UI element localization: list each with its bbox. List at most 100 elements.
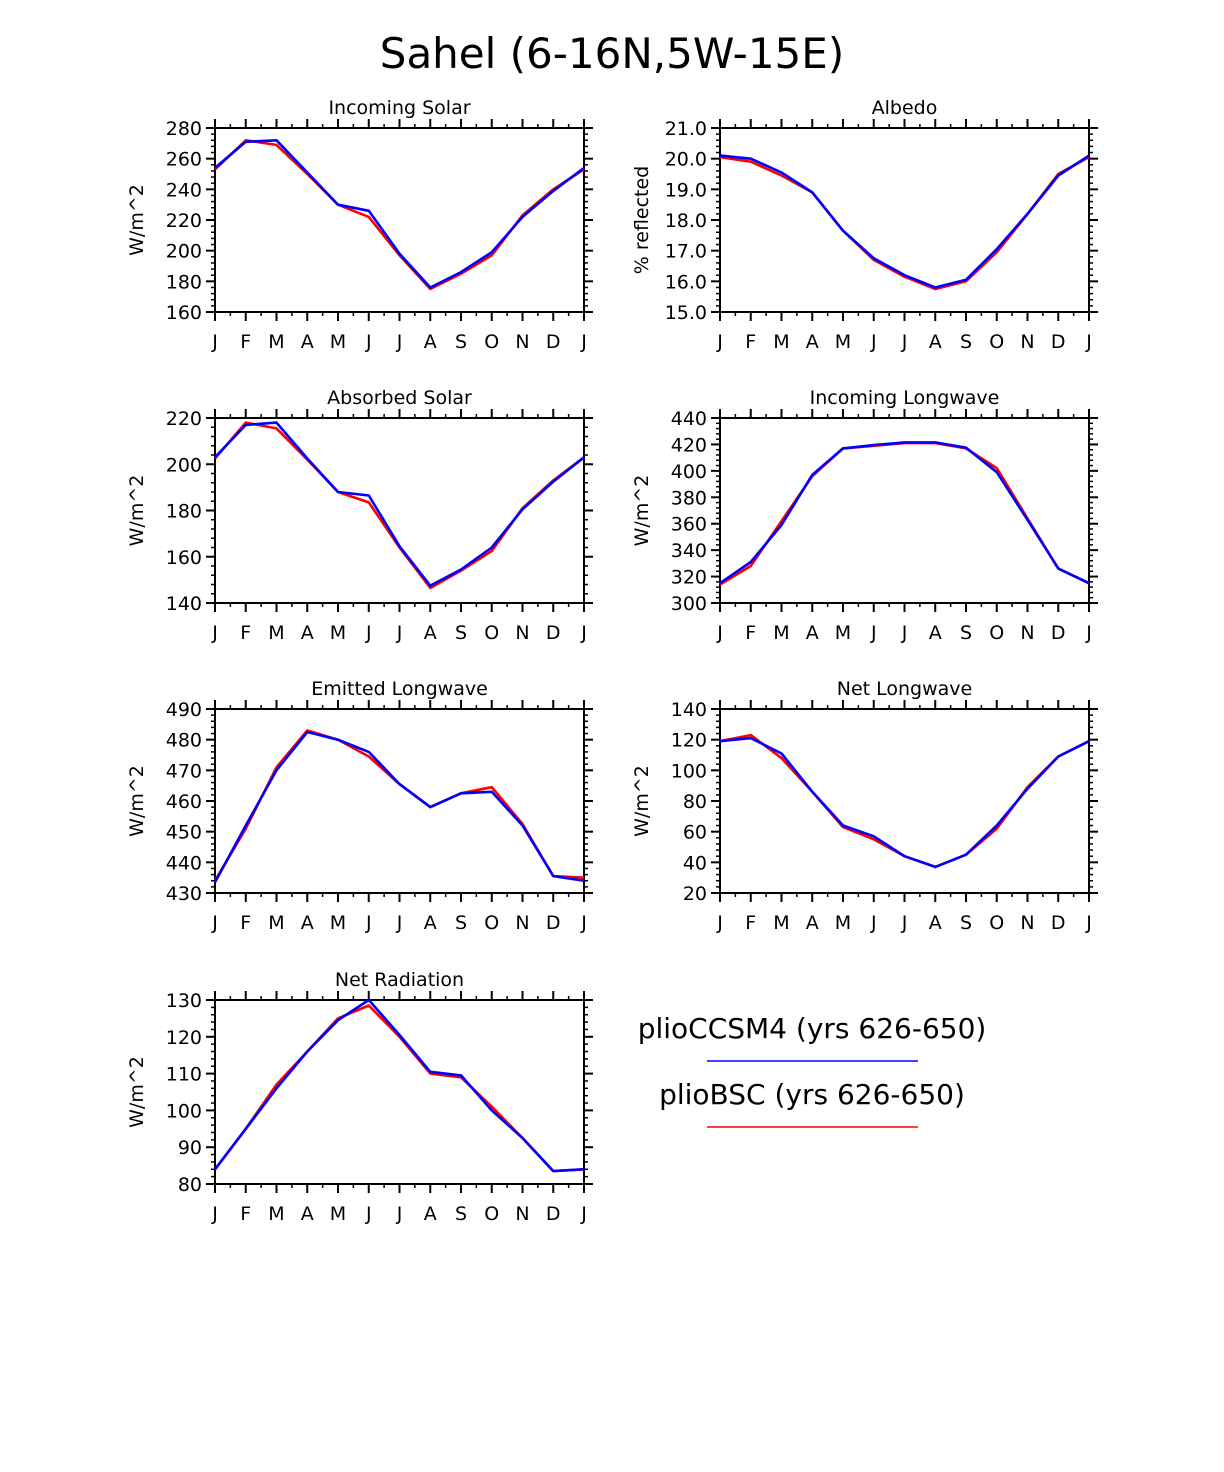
x-tick-label: S: [455, 1203, 467, 1225]
x-tick-label: A: [806, 331, 819, 353]
x-tick-label: F: [745, 331, 756, 353]
y-tick-label: 60: [683, 822, 707, 844]
panel-title: Net Radiation: [335, 969, 464, 991]
x-tick-label: M: [330, 1203, 346, 1225]
y-tick-label: 490: [166, 699, 202, 721]
y-axis-label: W/m^2: [126, 1056, 148, 1128]
x-tick-label: N: [515, 622, 529, 644]
series-line-plioccsm4-yrs-626-650: [213, 998, 585, 1173]
x-tick-label: A: [424, 622, 437, 644]
x-tick-label: S: [960, 331, 972, 353]
series-line-plioccsm4-yrs-626-650: [719, 736, 1090, 869]
x-tick-label: J: [396, 331, 403, 353]
x-tick-label: J: [365, 622, 372, 644]
x-tick-label: J: [1085, 912, 1092, 934]
x-tick-label: O: [989, 331, 1004, 353]
x-tick-label: D: [546, 622, 561, 644]
x-tick-label: S: [455, 331, 467, 353]
y-tick-label: 20: [683, 883, 707, 905]
x-tick-label: J: [901, 622, 908, 644]
x-tick-label: O: [989, 622, 1004, 644]
x-tick-label: J: [716, 912, 723, 934]
legend: plioCCSM4 (yrs 626-650) plioBSC (yrs 626…: [638, 1012, 986, 1128]
y-tick-label: 240: [166, 179, 202, 201]
x-tick-label: J: [396, 1203, 403, 1225]
x-tick-label: A: [929, 331, 942, 353]
series-line-pliobsc-yrs-626-650: [719, 441, 1090, 586]
x-tick-label: N: [1020, 331, 1034, 353]
plot-frame: [214, 127, 585, 313]
y-tick-label: 120: [166, 1027, 202, 1049]
series-line-pliobsc-yrs-626-650: [213, 729, 585, 882]
x-tick-label: J: [365, 1203, 372, 1225]
y-tick-label: 120: [671, 730, 707, 752]
panel-incoming-solar: J F M A M J J A S O N D J160180200220240260280W/m^2I…: [126, 97, 593, 353]
y-axis-label: % reflected: [631, 166, 653, 274]
panel-title: Emitted Longwave: [311, 678, 488, 700]
y-tick-label: 440: [166, 852, 202, 874]
x-tick-label: J: [365, 331, 372, 353]
x-tick-label: A: [929, 622, 942, 644]
figure-title: Sahel (6-16N,5W-15E): [380, 29, 844, 78]
y-tick-label: 360: [671, 514, 707, 536]
x-tick-label: J: [901, 912, 908, 934]
y-axis-label: W/m^2: [126, 475, 148, 547]
x-tick-label: O: [989, 912, 1004, 934]
y-tick-label: 480: [166, 730, 202, 752]
series-line-plioccsm4-yrs-626-650: [213, 730, 585, 883]
y-tick-label: 18.0: [665, 210, 707, 232]
x-tick-label: O: [484, 622, 499, 644]
y-tick-label: 140: [671, 699, 707, 721]
series-line-pliobsc-yrs-626-650: [214, 139, 585, 291]
x-tick-label: M: [773, 331, 789, 353]
y-tick-label: 320: [671, 567, 707, 589]
x-tick-label: M: [268, 331, 284, 353]
y-tick-label: 470: [166, 760, 202, 782]
panel-title: Net Longwave: [837, 678, 973, 700]
y-tick-label: 140: [166, 593, 202, 615]
panel-albedo: J F M A M J J A S O N D J15.016.017.018.019.020.021.…: [631, 97, 1098, 353]
x-tick-label: F: [240, 622, 251, 644]
x-tick-label: A: [929, 912, 942, 934]
y-tick-label: 100: [166, 1100, 202, 1122]
x-tick-label: M: [835, 331, 851, 353]
x-tick-label: D: [1051, 622, 1066, 644]
y-axis-label: W/m^2: [126, 184, 148, 256]
x-tick-label: M: [268, 622, 284, 644]
y-tick-label: 400: [671, 461, 707, 483]
y-tick-label: 180: [166, 501, 202, 523]
panel-title: Incoming Longwave: [810, 387, 1000, 409]
x-tick-label: A: [424, 331, 437, 353]
y-tick-label: 80: [178, 1174, 202, 1196]
y-tick-label: 19.0: [665, 179, 707, 201]
x-tick-label: F: [240, 912, 251, 934]
plot-frame: [719, 708, 1090, 894]
y-axis-label: W/m^2: [631, 475, 653, 547]
x-tick-label: A: [424, 1203, 437, 1225]
x-tick-label: M: [773, 622, 789, 644]
x-tick-label: J: [396, 622, 403, 644]
series-line-plioccsm4-yrs-626-650: [214, 139, 585, 289]
x-tick-label: O: [484, 1203, 499, 1225]
y-tick-label: 300: [671, 593, 707, 615]
y-tick-label: 420: [671, 434, 707, 456]
plot-frame: [214, 708, 585, 894]
x-tick-label: A: [301, 1203, 314, 1225]
y-axis-label: W/m^2: [631, 765, 653, 837]
y-tick-label: 440: [671, 408, 707, 430]
x-tick-label: N: [515, 1203, 529, 1225]
x-tick-label: D: [546, 1203, 561, 1225]
x-tick-label: S: [455, 912, 467, 934]
y-tick-label: 15.0: [665, 302, 707, 324]
x-tick-label: A: [806, 622, 819, 644]
x-tick-label: M: [330, 331, 346, 353]
x-tick-label: A: [806, 912, 819, 934]
x-tick-label: M: [773, 912, 789, 934]
y-tick-label: 16.0: [665, 271, 707, 293]
x-tick-label: S: [455, 622, 467, 644]
x-tick-label: J: [870, 912, 877, 934]
x-tick-label: N: [1020, 912, 1034, 934]
x-tick-label: M: [835, 622, 851, 644]
x-tick-label: J: [580, 1203, 587, 1225]
